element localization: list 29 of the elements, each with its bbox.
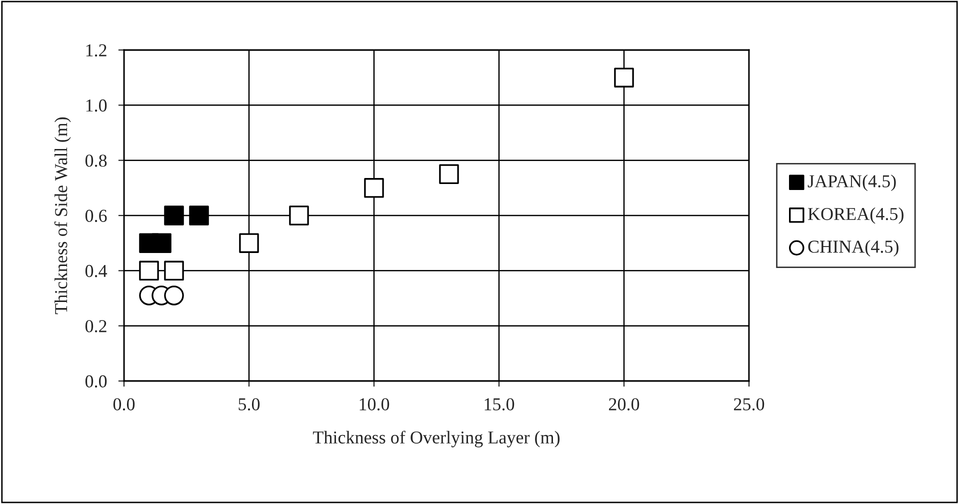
point <box>364 178 384 198</box>
point <box>164 260 184 281</box>
y-tick-label: 1.0 <box>86 99 107 112</box>
y-tick-label: 0.2 <box>85 320 106 332</box>
x-axis-title: Thickness of Overlying Layer (m) <box>312 430 560 448</box>
y-tick-label: 0.6 <box>85 210 107 222</box>
x-tick-label: 0.0 <box>113 398 135 410</box>
y-tick-label: 0.0 <box>85 375 107 388</box>
legend-label: KOREA(4.5) <box>808 207 904 224</box>
point <box>439 164 459 184</box>
x-tick-label: 25.0 <box>734 398 764 410</box>
point <box>152 233 172 253</box>
point <box>289 206 309 226</box>
x-tick-label: 15.0 <box>484 398 514 410</box>
y-tick-label: 0.4 <box>85 264 108 278</box>
point <box>239 233 259 253</box>
y-tick-label: 1.2 <box>86 44 106 57</box>
x-tick-label: 20.0 <box>608 398 640 410</box>
point <box>189 206 209 226</box>
legend-label: JAPAN(4.5) <box>808 174 896 192</box>
point <box>164 206 184 226</box>
point <box>139 260 159 281</box>
x-tick-label: 5.0 <box>238 398 260 410</box>
y-axis-title: Thickness of Side Wall (m) <box>54 117 71 314</box>
x-tick-label: 10.0 <box>360 398 390 410</box>
point <box>164 286 184 306</box>
y-tick-label: 0.8 <box>85 154 107 167</box>
point <box>614 68 634 88</box>
legend-label: CHINA(4.5) <box>808 240 898 256</box>
